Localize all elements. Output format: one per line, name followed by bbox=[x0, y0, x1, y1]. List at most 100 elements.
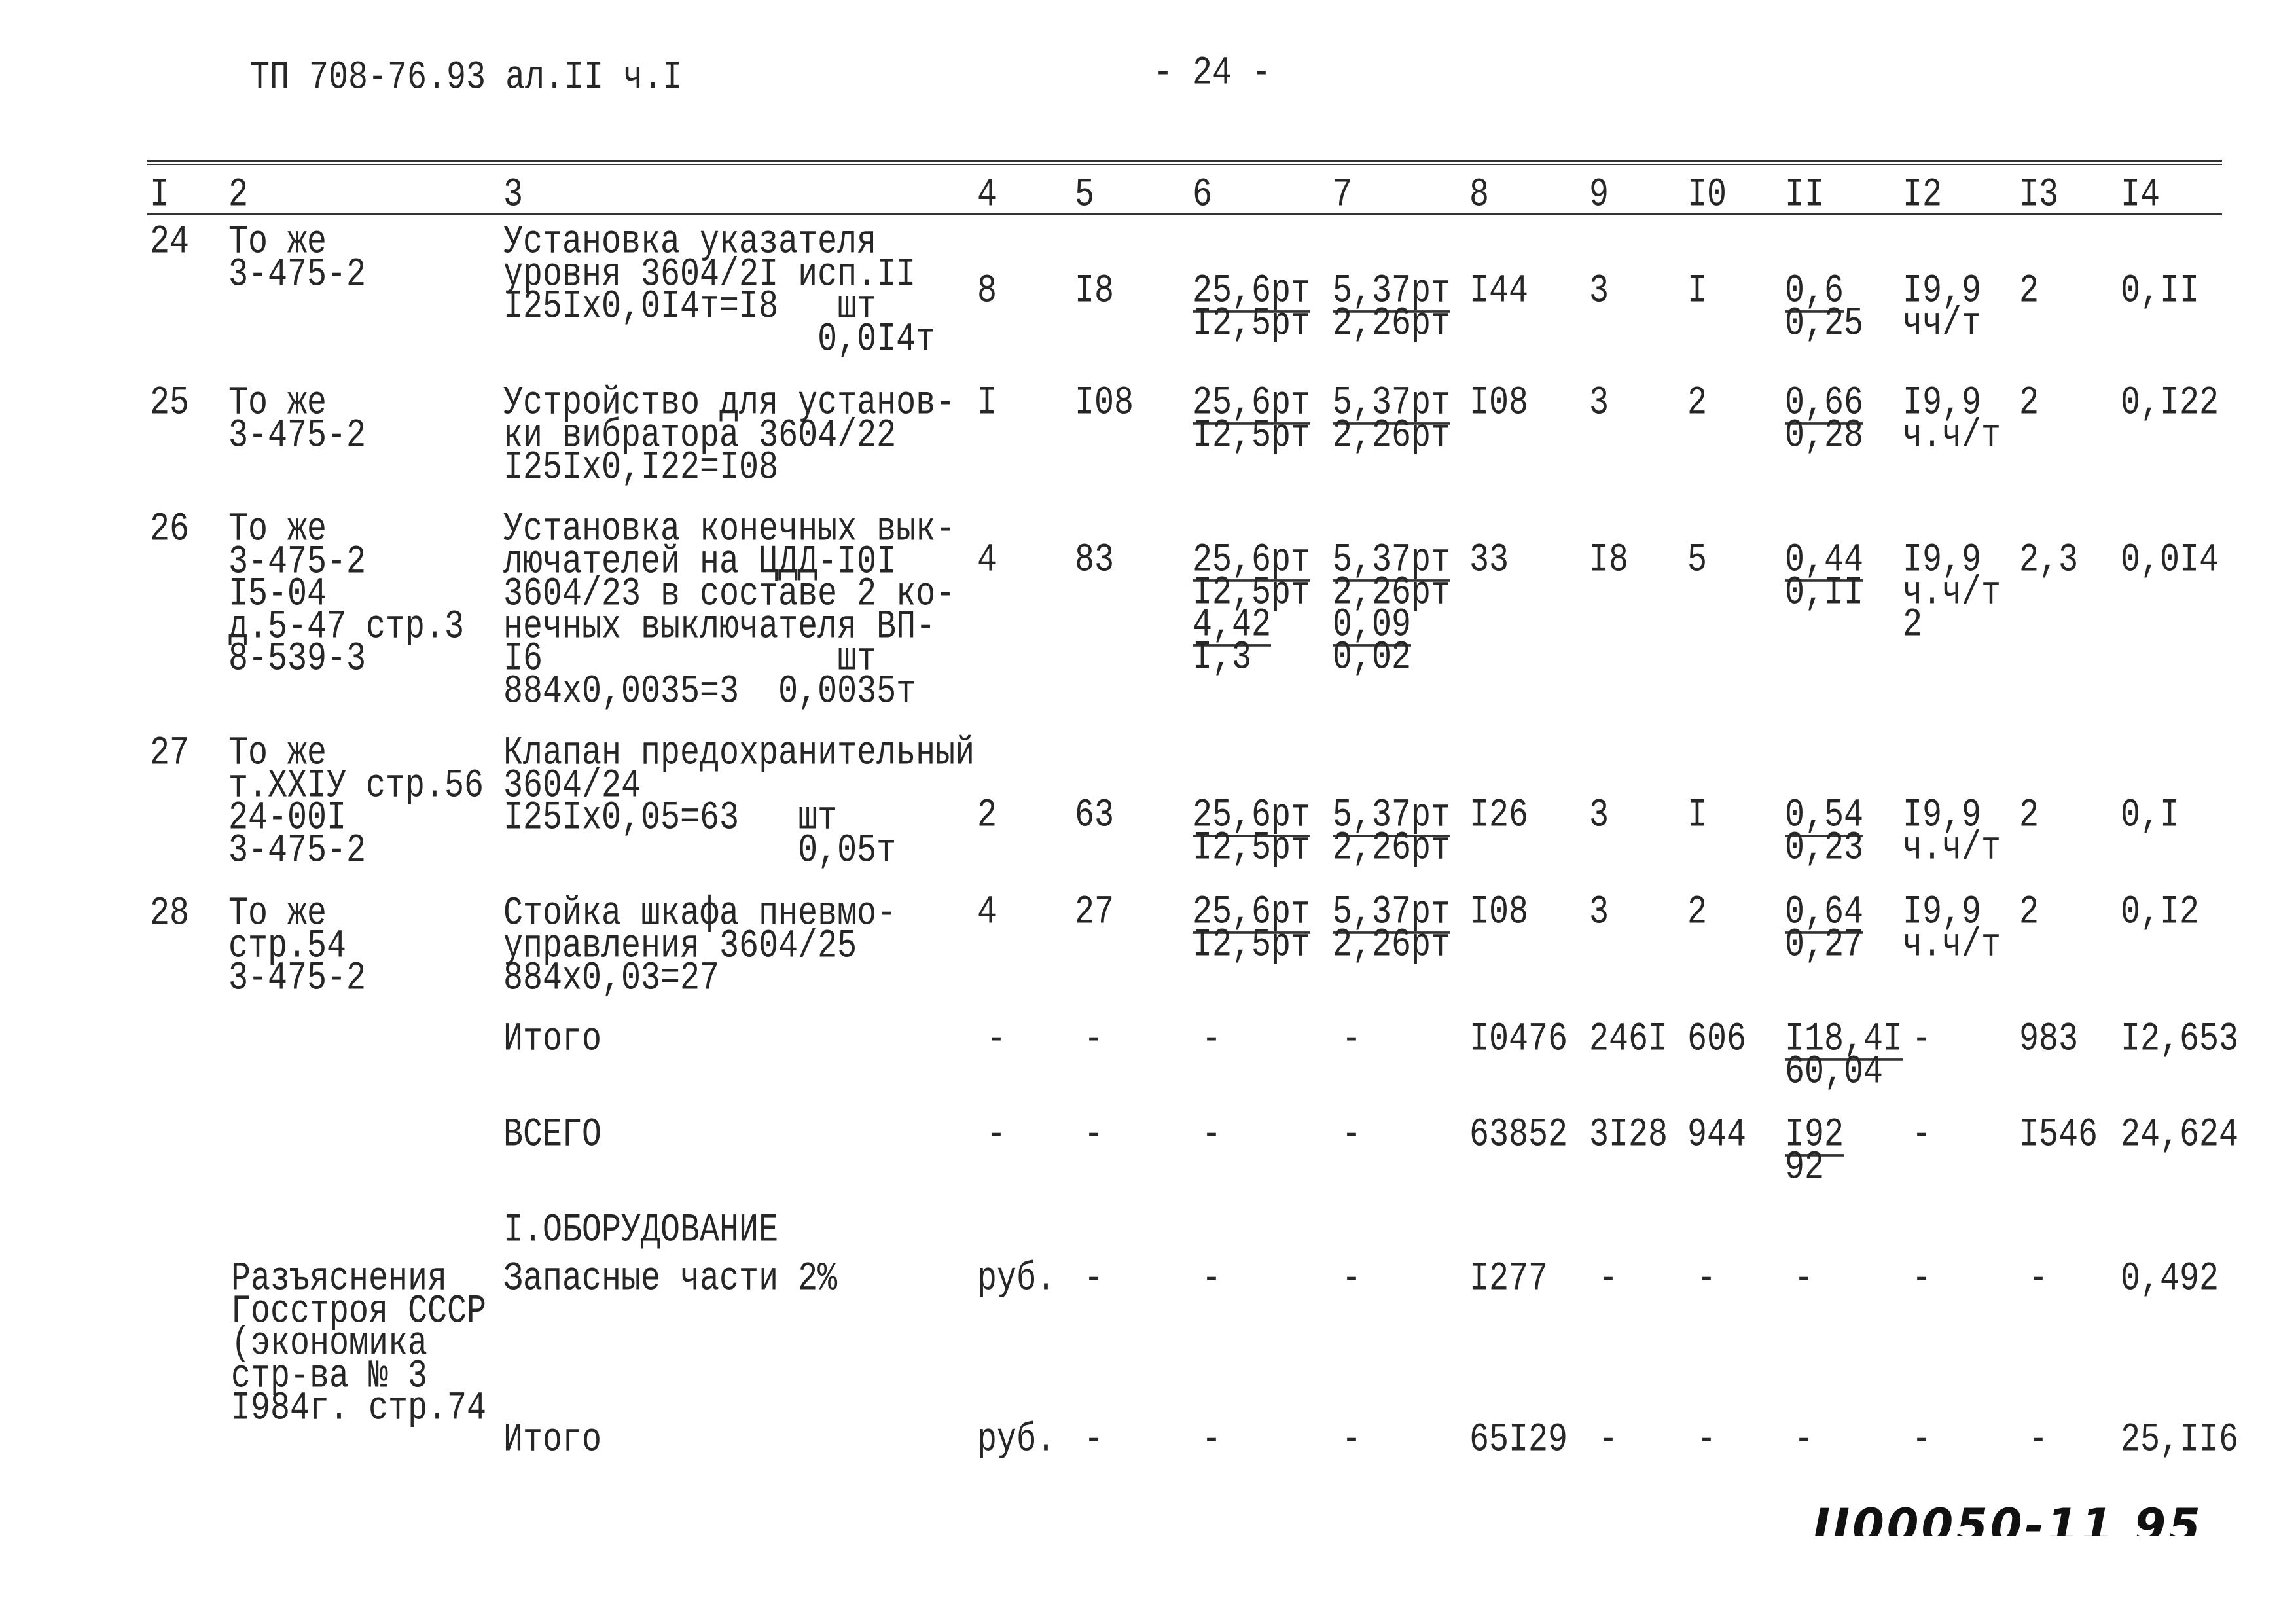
column-number-text: 4 bbox=[977, 172, 997, 219]
total-col-14-line: I2,653 bbox=[2121, 1017, 2239, 1063]
page-number-text: - 24 - bbox=[1153, 50, 1272, 97]
row-col-6-numerator: 25,6рт bbox=[1193, 890, 1311, 936]
row-col-7: 5,37рт 2,26рт 0,09 0,02 bbox=[1333, 537, 1451, 677]
total-col-9-line: 3I28 bbox=[1589, 1112, 1668, 1159]
total-col-5: - bbox=[1084, 1115, 1103, 1155]
row-col-5: 27 bbox=[1075, 893, 1114, 932]
total-col-13: 983 bbox=[2019, 1020, 2078, 1059]
equipment-col-13-line: - bbox=[2028, 1256, 2049, 1303]
row-description-line: лючателей на ЦДД-I0I bbox=[503, 539, 897, 585]
column-number-2: 2 bbox=[228, 175, 248, 215]
row-col-7-numerator-text: 0,09 bbox=[1333, 602, 1412, 649]
row-col-4: 4 bbox=[977, 893, 997, 932]
row-reference: То же 3-475-2 bbox=[228, 384, 366, 456]
row-col-7-denominator: 2,26рт bbox=[1333, 825, 1451, 871]
row-col-6-numerator: 25,6рт bbox=[1193, 796, 1311, 837]
equipment-col-7-line: - bbox=[1342, 1417, 1362, 1464]
row-number-line: 24 bbox=[150, 219, 190, 266]
total-col-14-line: 24,624 bbox=[2121, 1112, 2239, 1159]
row-description-line: Устройство для установ- bbox=[503, 380, 956, 427]
row-col-9-line: 3 bbox=[1589, 268, 1609, 315]
row-col-4-line: 4 bbox=[977, 890, 997, 936]
total-col-11: I18,4I 60,04 bbox=[1785, 1020, 1903, 1095]
equipment-col-6-line: - bbox=[1202, 1256, 1222, 1303]
row-col-12-line: I9,9 bbox=[1903, 268, 1982, 315]
row-number: 27 bbox=[150, 734, 189, 773]
row-col-13-line: 2 bbox=[2019, 890, 2039, 936]
row-description-line: 0,05т bbox=[503, 828, 897, 874]
total-col-6-line: - bbox=[1202, 1112, 1222, 1159]
row-description: Стойка шкафа пневмо-управления 3604/25 88… bbox=[503, 891, 897, 998]
total-col-13-line: 983 bbox=[2019, 1017, 2079, 1063]
row-col-10-line: 2 bbox=[1687, 890, 1708, 936]
equipment-col-12-line: - bbox=[1912, 1417, 1932, 1464]
equipment-col-11-line: - bbox=[1794, 1256, 1814, 1303]
column-number-9: 9 bbox=[1589, 175, 1609, 215]
equipment-col-9: - bbox=[1598, 1420, 1618, 1460]
total-col-11-numerator: I18,4I bbox=[1785, 1020, 1903, 1061]
equipment-col-7: - bbox=[1342, 1417, 1362, 1464]
row-reference-line: То же bbox=[228, 731, 327, 777]
row-col-10: 5 bbox=[1687, 541, 1707, 580]
row-col-13: 2 bbox=[2019, 272, 2039, 311]
row-col-6-denominator: I2,5рт bbox=[1193, 413, 1311, 459]
row-col-12-line: 2 bbox=[1903, 602, 1923, 649]
section-title: I.ОБОРУДОВАНИЕ bbox=[503, 1208, 779, 1254]
row-col-11-denominator: 0,II bbox=[1785, 570, 1864, 616]
row-col-5-line: 83 bbox=[1075, 537, 1115, 584]
row-description-line: Стойка шкафа пневмо- bbox=[503, 891, 897, 937]
row-col-8-line: I26 bbox=[1469, 793, 1529, 839]
row-col-10: 2 bbox=[1687, 384, 1707, 423]
equipment-col-11: - bbox=[1794, 1256, 1814, 1303]
row-description-line: Установка конечных вык- bbox=[503, 507, 956, 553]
row-col-12: I9,9 чч/т bbox=[1903, 272, 1981, 344]
equipment-col-14-line: 25,II6 bbox=[2121, 1417, 2239, 1464]
equipment-col-4: руб. bbox=[977, 1420, 1056, 1460]
total-col-6: - bbox=[1202, 1020, 1221, 1059]
row-col-11-numerator-text: 0,54 bbox=[1785, 793, 1864, 839]
equipment-col-10: - bbox=[1696, 1259, 1716, 1299]
column-number-8: 8 bbox=[1469, 175, 1489, 215]
row-reference: То же 3-475-2 I5-04 д.5-47 стр.3 8-539-3 bbox=[228, 510, 464, 679]
section-note: Разъяснения Госстроя СССР (экономика стр-ва… bbox=[231, 1259, 486, 1428]
equipment-col-13: - bbox=[2028, 1256, 2049, 1303]
row-description-line: ки вибратора 3604/22 bbox=[503, 413, 897, 459]
row-reference-line: стр.54 bbox=[228, 924, 347, 969]
total-col-10: 606 bbox=[1687, 1020, 1746, 1059]
header-rule-top bbox=[147, 160, 2222, 162]
row-col-6-numerator: 25,6рт bbox=[1193, 384, 1311, 425]
total-col-11-denominator: 60,04 bbox=[1785, 1049, 1884, 1095]
row-col-6-numerator-text: 25,6рт bbox=[1193, 890, 1311, 936]
row-description-line: I6 шт bbox=[503, 636, 877, 683]
header-rule-bottom bbox=[147, 213, 2222, 215]
total-label-line: Итого bbox=[503, 1017, 602, 1063]
total-col-11: I92 92 bbox=[1785, 1115, 1844, 1187]
total-col-9: 246I bbox=[1589, 1020, 1668, 1059]
row-col-4: 4 bbox=[977, 541, 997, 580]
row-col-7-denominator: 2,26рт bbox=[1333, 301, 1451, 347]
section-note-line: (экономика bbox=[231, 1321, 428, 1367]
row-description-line: 884х0,0035=3 0,0035т bbox=[503, 669, 916, 715]
total-col-4-line: - bbox=[986, 1112, 1007, 1159]
row-col-8-line: I08 bbox=[1469, 380, 1529, 427]
row-col-7-numerator-text: 5,37рт bbox=[1333, 537, 1451, 584]
row-col-11-numerator: 0,6 bbox=[1785, 272, 1863, 313]
row-number-line: 26 bbox=[150, 507, 190, 553]
equipment-col-14-line: 0,492 bbox=[2121, 1256, 2219, 1303]
row-col-12-line: I9,9 bbox=[1903, 890, 1982, 936]
row-col-13-line: 2,3 bbox=[2019, 537, 2079, 584]
total-col-4: - bbox=[986, 1020, 1006, 1059]
row-col-8: I08 bbox=[1469, 384, 1528, 423]
row-col-9-line: 3 bbox=[1589, 793, 1609, 839]
row-description-line: 3604/23 в составе 2 ко- bbox=[503, 571, 956, 618]
row-col-7: 5,37рт 2,26рт bbox=[1333, 796, 1451, 871]
row-number-line: 27 bbox=[150, 731, 190, 777]
row-col-10: I bbox=[1687, 796, 1707, 835]
row-reference-line: То же bbox=[228, 380, 327, 427]
equipment-label: Итого bbox=[503, 1420, 601, 1460]
row-col-7-numerator: 0,09 bbox=[1333, 602, 1450, 649]
row-reference-line: 24-00I bbox=[228, 795, 347, 842]
equipment-col-14: 0,492 bbox=[2121, 1256, 2219, 1303]
column-number-text: 7 bbox=[1333, 172, 1353, 219]
section-title-line: I.ОБОРУДОВАНИЕ bbox=[503, 1208, 779, 1254]
